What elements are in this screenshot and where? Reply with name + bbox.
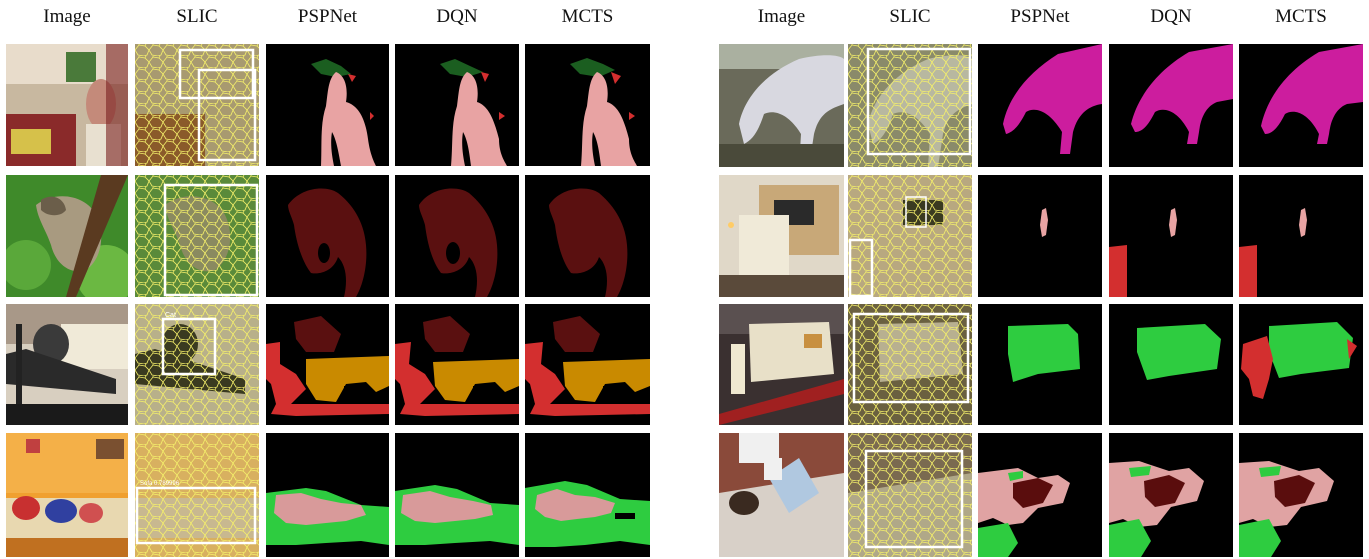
- row4-image: [719, 433, 844, 557]
- row3-slic: [848, 304, 972, 425]
- col-header-pspnet: PSPNet: [1010, 6, 1070, 27]
- slic-bounding-box: [852, 312, 970, 404]
- row1-slic: [135, 44, 259, 166]
- row2-pspnet-mask: [978, 175, 1102, 297]
- row2-mcts-mask: [525, 175, 650, 297]
- row4-dqn-mask: [1109, 433, 1233, 557]
- col-header-mcts: MCTS: [561, 6, 614, 27]
- row1-image: [719, 44, 844, 167]
- row2-dqn-mask: [1109, 175, 1233, 297]
- row4-pspnet-mask: [266, 433, 389, 557]
- col-header-dqn: DQN: [436, 6, 478, 27]
- col-header-pspnet: PSPNet: [297, 6, 358, 27]
- slic-bounding-box: [905, 196, 927, 228]
- row1-pspnet-mask: [266, 44, 389, 166]
- row1-mcts-mask: [1239, 44, 1363, 167]
- row4-dqn-mask: [395, 433, 519, 557]
- row3-mcts-mask: [1239, 304, 1363, 425]
- col-header-image: Image: [43, 6, 91, 27]
- slic-bounding-box: [135, 486, 257, 545]
- slic-bounding-box: [848, 238, 874, 297]
- row1-image: [6, 44, 128, 166]
- row3-pspnet-mask: [978, 304, 1102, 425]
- row4-mcts-mask: [525, 433, 650, 557]
- row4-image: [6, 433, 128, 557]
- row4-slic: [848, 433, 972, 557]
- row2-mcts-mask: [1239, 175, 1363, 297]
- row1-dqn-mask: [395, 44, 519, 166]
- col-header-mcts: MCTS: [1275, 6, 1327, 27]
- slic-box-label: Sofa 0.789996: [140, 481, 180, 487]
- row4-slic: Sofa 0.789996: [135, 433, 259, 557]
- col-header-image: Image: [757, 6, 806, 27]
- row3-dqn-mask: [1109, 304, 1233, 425]
- row2-image: [6, 175, 128, 297]
- row1-pspnet-mask: [978, 44, 1102, 167]
- slic-bounding-box: [178, 48, 255, 100]
- row3-mcts-mask: [525, 304, 650, 425]
- slic-bounding-box: [161, 317, 217, 376]
- row1-dqn-mask: [1109, 44, 1233, 167]
- slic-bounding-box: [197, 68, 257, 162]
- row3-image: [6, 304, 128, 425]
- row1-mcts-mask: [525, 44, 650, 166]
- row3-dqn-mask: [395, 304, 519, 425]
- col-header-dqn: DQN: [1150, 6, 1192, 27]
- row2-dqn-mask: [395, 175, 519, 297]
- row3-pspnet-mask: [266, 304, 389, 425]
- row1-slic: [848, 44, 972, 167]
- row2-pspnet-mask: [266, 175, 389, 297]
- row3-slic: Cat: [135, 304, 259, 425]
- col-header-slic: SLIC: [176, 6, 218, 27]
- slic-box-label: Cat: [165, 312, 176, 319]
- row2-image: [719, 175, 844, 297]
- row4-mcts-mask: [1239, 433, 1363, 557]
- slic-bounding-box: [864, 449, 964, 549]
- row2-slic: [135, 175, 259, 297]
- slic-bounding-box: [866, 47, 972, 156]
- row4-pspnet-mask: [978, 433, 1102, 557]
- row3-image: [719, 304, 844, 425]
- col-header-slic: SLIC: [889, 6, 931, 27]
- slic-bounding-box: [163, 183, 259, 297]
- row2-slic: [848, 175, 972, 297]
